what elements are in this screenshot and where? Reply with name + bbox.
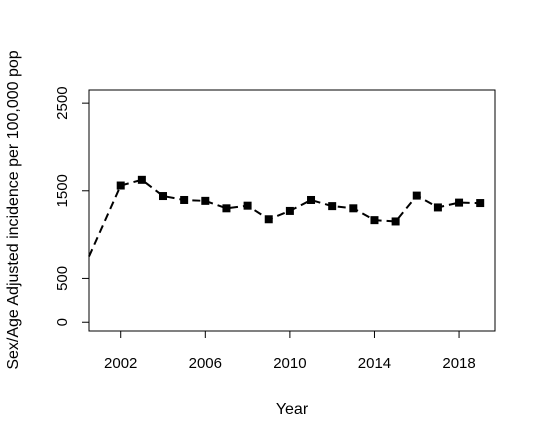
data-point	[116, 181, 125, 190]
y-tick-label: 500	[54, 266, 71, 291]
data-point	[476, 199, 485, 208]
y-tick-label: 1500	[54, 174, 71, 207]
y-tick-label: 0	[54, 318, 71, 326]
data-point	[285, 206, 294, 215]
data-point	[307, 195, 316, 204]
data-point	[370, 216, 379, 225]
data-point	[243, 201, 252, 210]
x-tick-label: 2002	[104, 355, 137, 372]
x-tick-label: 2010	[273, 355, 306, 372]
data-point	[137, 175, 146, 184]
data-point	[264, 215, 273, 224]
x-tick-label: 2006	[189, 355, 222, 372]
series-line	[88, 178, 481, 257]
plot-area: 2002 2006 2010 2014 2018 0 500 1500 2500	[54, 86, 496, 372]
data-point	[433, 203, 442, 212]
x-tick-label: 2014	[358, 355, 391, 372]
data-point	[328, 202, 337, 211]
data-point	[391, 217, 400, 226]
data-point	[159, 192, 168, 201]
data-point	[180, 195, 189, 204]
x-axis-label: Year	[276, 401, 309, 418]
x-tick-label: 2018	[442, 355, 475, 372]
y-axis-label: Sex/Age Adjusted incidence per 100,000 p…	[5, 50, 22, 369]
data-point	[222, 204, 231, 213]
data-point	[349, 204, 358, 213]
plot-frame	[88, 89, 496, 332]
data-point	[201, 196, 210, 205]
y-tick-label: 2500	[54, 86, 71, 119]
data-point	[455, 198, 464, 207]
data-point	[412, 191, 421, 200]
